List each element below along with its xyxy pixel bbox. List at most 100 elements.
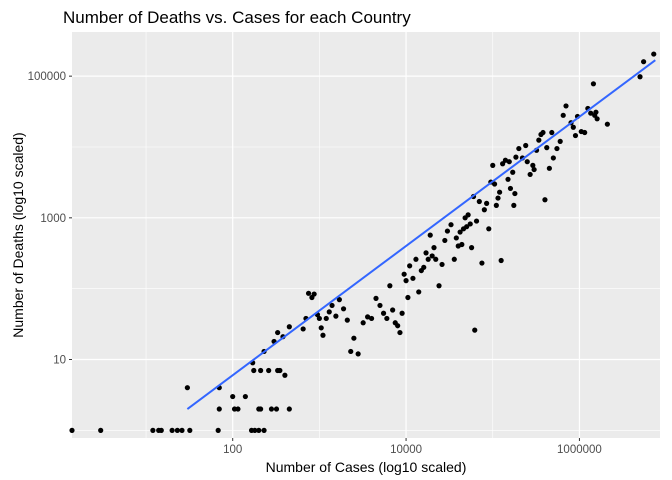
data-point <box>235 406 241 412</box>
data-point <box>69 427 75 433</box>
data-point <box>368 315 375 322</box>
x-axis-title: Number of Cases (log10 scaled) <box>266 459 467 475</box>
y-axis-ticks: 10 1000 100000 <box>28 71 72 367</box>
data-point <box>395 323 401 329</box>
data-point <box>286 324 292 330</box>
y-axis-title: Number of Deaths (log10 scaled) <box>10 132 26 337</box>
data-point <box>286 406 292 412</box>
data-point <box>436 283 442 289</box>
data-point <box>407 263 413 269</box>
data-point <box>484 200 490 206</box>
data-point <box>333 313 339 319</box>
data-point <box>318 325 324 331</box>
data-point <box>365 314 371 320</box>
data-point <box>444 228 451 234</box>
data-point <box>397 329 403 336</box>
data-point <box>546 165 552 171</box>
data-point <box>413 256 419 262</box>
chart-title: Number of Deaths vs. Cases for each Coun… <box>63 8 411 27</box>
x-tick-label: 1000000 <box>557 444 602 456</box>
grid-major <box>72 32 660 438</box>
data-point <box>544 145 550 151</box>
data-point <box>465 212 471 218</box>
data-point <box>421 264 427 270</box>
data-point <box>468 245 475 251</box>
data-point <box>523 142 529 149</box>
data-point <box>442 237 448 244</box>
data-point <box>187 427 193 433</box>
data-point <box>320 332 326 338</box>
data-point <box>150 427 156 433</box>
data-point <box>506 159 512 165</box>
data-point <box>513 154 519 160</box>
data-point <box>588 110 594 116</box>
data-point <box>540 129 546 136</box>
data-point <box>355 351 361 357</box>
data-point <box>527 171 533 178</box>
data-point <box>572 132 579 139</box>
data-point <box>351 335 357 341</box>
data-point <box>510 169 516 175</box>
data-point <box>277 367 283 374</box>
data-point <box>549 129 555 136</box>
data-point <box>604 121 610 127</box>
data-point <box>340 306 347 312</box>
data-point <box>348 348 354 355</box>
data-point <box>329 302 335 309</box>
data-point <box>252 427 258 433</box>
data-point <box>453 235 459 241</box>
data-point <box>448 222 454 228</box>
data-point <box>536 137 542 143</box>
data-point <box>377 302 383 309</box>
data-point <box>531 166 537 173</box>
data-point <box>486 226 492 232</box>
data-point <box>554 145 560 152</box>
data-point <box>326 309 332 315</box>
x-tick-label: 100 <box>223 444 242 456</box>
data-point <box>216 406 222 412</box>
data-point <box>174 427 180 433</box>
data-point <box>560 112 566 118</box>
data-point <box>495 195 501 201</box>
data-point <box>637 74 643 80</box>
data-point <box>98 427 104 433</box>
data-point <box>311 291 317 297</box>
data-point <box>439 261 445 268</box>
data-point <box>215 427 221 433</box>
data-point <box>387 283 393 289</box>
data-point <box>360 320 366 326</box>
data-point <box>390 307 396 313</box>
data-point <box>497 189 503 195</box>
y-tick-label: 10 <box>53 355 66 367</box>
data-point <box>507 185 514 192</box>
data-point <box>641 59 647 65</box>
data-point <box>651 51 657 57</box>
data-point <box>594 116 600 122</box>
data-point <box>401 271 407 277</box>
data-point <box>275 329 281 336</box>
data-point <box>476 198 482 205</box>
fit-line <box>186 59 656 410</box>
data-point <box>273 406 280 412</box>
data-point <box>258 367 264 374</box>
data-point <box>498 257 504 264</box>
data-point <box>582 129 588 136</box>
data-points <box>69 51 657 433</box>
data-point <box>242 393 248 400</box>
data-point <box>158 427 164 433</box>
data-point <box>268 406 275 412</box>
data-point <box>593 109 599 115</box>
y-tick-label: 100000 <box>28 71 66 83</box>
data-point <box>590 81 597 87</box>
data-point <box>410 275 416 281</box>
data-point <box>399 310 405 316</box>
data-point <box>405 294 411 301</box>
data-point <box>457 229 463 235</box>
data-point <box>256 427 262 433</box>
data-point <box>403 278 409 284</box>
y-tick-label: 1000 <box>40 213 66 225</box>
fit-line-group <box>186 59 656 410</box>
data-point <box>384 315 390 322</box>
data-point <box>505 176 511 182</box>
